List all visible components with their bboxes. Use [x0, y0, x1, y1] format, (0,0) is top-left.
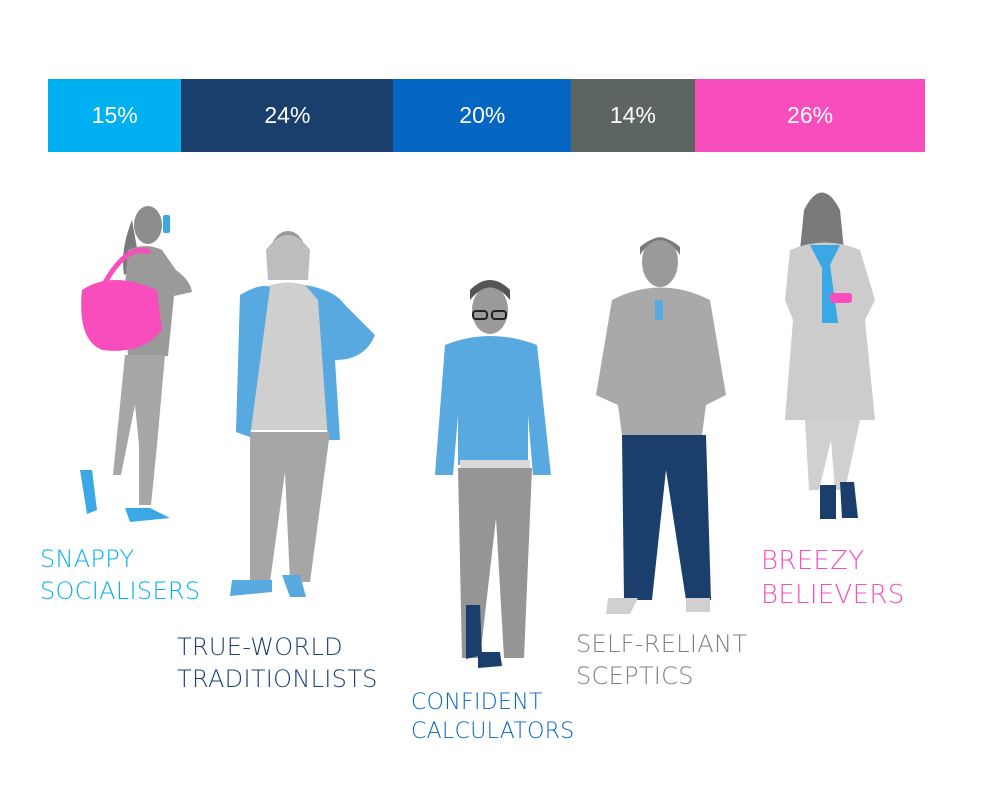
label-line: SOCIALISERS — [40, 577, 201, 605]
figure-snappy-socialiser — [80, 206, 192, 522]
data-label: 20% — [459, 102, 506, 128]
segment-label-true-world-traditionlists: TRUE-WORLD TRADITIONLISTS — [177, 631, 378, 695]
label-line: SNAPPY — [40, 545, 135, 573]
segment-label-confident-calculators: CONFIDENT CALCULATORS — [411, 688, 575, 746]
bar-segment-2: 24% — [180, 79, 394, 152]
label-line: TRADITIONLISTS — [177, 665, 378, 693]
figure-breezy-believer — [785, 192, 875, 519]
bar-segment-1: 15% — [48, 79, 182, 152]
label-line: SELF-RELIANT — [576, 630, 748, 658]
data-label: 15% — [91, 102, 138, 128]
bar-segment-3: 20% — [393, 79, 572, 152]
label-line: SCEPTICS — [576, 662, 694, 690]
data-label: 26% — [787, 102, 834, 128]
bar-segment-4: 14% — [570, 79, 696, 152]
bar-segment-5: 26% — [694, 79, 926, 152]
figure-true-world-traditionalist — [230, 231, 375, 597]
label-line: CALCULATORS — [411, 719, 575, 744]
figure-self-reliant-sceptic — [596, 237, 726, 614]
segment-label-self-reliant-sceptics: SELF-RELIANT SCEPTICS — [576, 628, 747, 692]
segment-label-breezy-believers: BREEZY BELIEVERS — [761, 544, 905, 612]
figure-confident-calculator — [435, 280, 551, 668]
label-line: CONFIDENT — [411, 690, 543, 715]
segment-label-snappy-socialisers: SNAPPY SOCIALISERS — [40, 543, 200, 607]
label-line: TRUE-WORLD — [177, 633, 343, 661]
data-label: 24% — [264, 102, 311, 128]
data-label: 14% — [609, 102, 656, 128]
stacked-percentage-bar: 15% 24% 20% 14% 26% — [48, 79, 926, 152]
label-line: BREEZY — [761, 546, 865, 576]
label-line: BELIEVERS — [761, 580, 905, 610]
